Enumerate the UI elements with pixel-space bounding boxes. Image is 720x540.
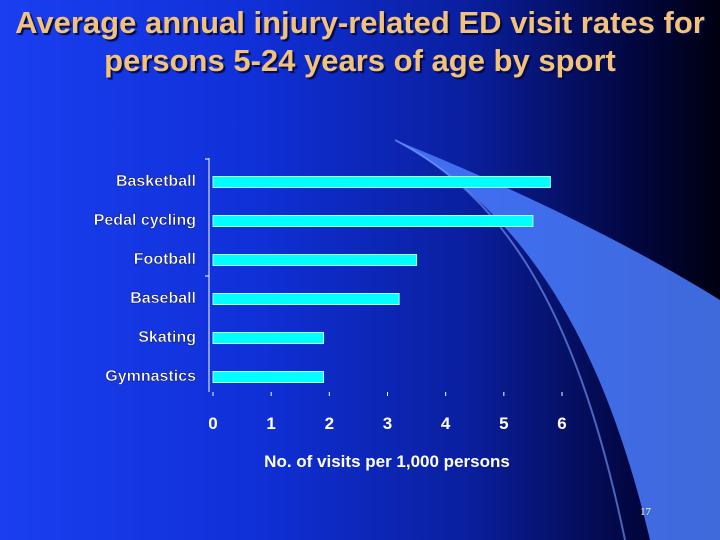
- bar-skating: [212, 332, 325, 344]
- bar-baseball: [212, 293, 400, 305]
- x-tick-label: 1: [266, 414, 275, 433]
- bar-pedal-cycling: [212, 215, 534, 227]
- x-tick-label: 6: [557, 414, 566, 433]
- x-tick-label: 4: [441, 414, 451, 433]
- category-label: Baseball: [130, 290, 196, 307]
- category-label: Skating: [138, 329, 196, 346]
- bar-gymnastics: [212, 371, 325, 383]
- slide-title: Average annual injury-related ED visit r…: [15, 5, 705, 78]
- page-number: 17: [640, 506, 651, 518]
- bar-football: [212, 254, 418, 266]
- bar-basketball: [212, 176, 551, 188]
- x-tick-label: 2: [325, 414, 334, 433]
- x-axis-title: No. of visits per 1,000 persons: [264, 452, 510, 471]
- category-label: Basketball: [116, 173, 196, 190]
- x-tick-label: 5: [499, 414, 508, 433]
- category-label: Gymnastics: [105, 368, 196, 385]
- x-tick-label: 0: [208, 414, 217, 433]
- category-label: Pedal cycling: [94, 212, 196, 229]
- x-tick-label: 3: [383, 414, 392, 433]
- category-label: Football: [134, 251, 196, 268]
